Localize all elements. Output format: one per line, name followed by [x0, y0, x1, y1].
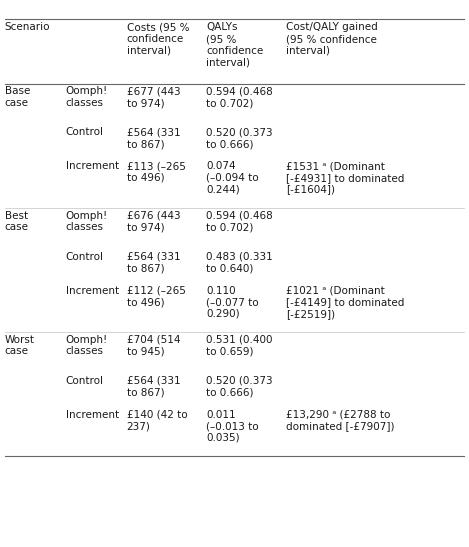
Text: Scenario: Scenario	[5, 22, 50, 32]
Text: Oomph!
classes: Oomph! classes	[66, 86, 108, 108]
Text: £677 (443
to 974): £677 (443 to 974)	[127, 86, 180, 108]
Text: Control: Control	[66, 127, 104, 137]
Text: £564 (331
to 867): £564 (331 to 867)	[127, 127, 180, 149]
Text: 0.074
(–0.094 to
0.244): 0.074 (–0.094 to 0.244)	[206, 161, 259, 195]
Text: 0.594 (0.468
to 0.702): 0.594 (0.468 to 0.702)	[206, 86, 273, 108]
Text: Best
case: Best case	[5, 211, 29, 232]
Text: £1021 ᵃ (Dominant
[-£4149] to dominated
[-£2519]): £1021 ᵃ (Dominant [-£4149] to dominated …	[286, 286, 404, 319]
Text: £13,290 ᵃ (£2788 to
dominated [-£7907]): £13,290 ᵃ (£2788 to dominated [-£7907])	[286, 410, 394, 431]
Text: QALYs
(95 %
confidence
interval): QALYs (95 % confidence interval)	[206, 22, 264, 67]
Text: 0.520 (0.373
to 0.666): 0.520 (0.373 to 0.666)	[206, 127, 273, 149]
Text: £564 (331
to 867): £564 (331 to 867)	[127, 376, 180, 397]
Text: Costs (95 %
confidence
interval): Costs (95 % confidence interval)	[127, 22, 189, 56]
Text: 0.483 (0.331
to 0.640): 0.483 (0.331 to 0.640)	[206, 252, 273, 273]
Text: £564 (331
to 867): £564 (331 to 867)	[127, 252, 180, 273]
Text: Increment: Increment	[66, 410, 119, 420]
Text: Worst
case: Worst case	[5, 335, 35, 356]
Text: £1531 ᵃ (Dominant
[-£4931] to dominated
[-£1604]): £1531 ᵃ (Dominant [-£4931] to dominated …	[286, 161, 404, 195]
Text: 0.520 (0.373
to 0.666): 0.520 (0.373 to 0.666)	[206, 376, 273, 397]
Text: Oomph!
classes: Oomph! classes	[66, 335, 108, 356]
Text: Control: Control	[66, 252, 104, 261]
Text: £113 (–265
to 496): £113 (–265 to 496)	[127, 161, 186, 183]
Text: 0.531 (0.400
to 0.659): 0.531 (0.400 to 0.659)	[206, 335, 273, 356]
Text: Oomph!
classes: Oomph! classes	[66, 211, 108, 232]
Text: 0.011
(–0.013 to
0.035): 0.011 (–0.013 to 0.035)	[206, 410, 259, 443]
Text: £112 (–265
to 496): £112 (–265 to 496)	[127, 286, 186, 307]
Text: Increment: Increment	[66, 286, 119, 295]
Text: £140 (42 to
237): £140 (42 to 237)	[127, 410, 187, 431]
Text: Base
case: Base case	[5, 86, 30, 108]
Text: £704 (514
to 945): £704 (514 to 945)	[127, 335, 180, 356]
Text: 0.594 (0.468
to 0.702): 0.594 (0.468 to 0.702)	[206, 211, 273, 232]
Text: £676 (443
to 974): £676 (443 to 974)	[127, 211, 180, 232]
Text: Cost/QALY gained
(95 % confidence
interval): Cost/QALY gained (95 % confidence interv…	[286, 22, 378, 56]
Text: Increment: Increment	[66, 161, 119, 171]
Text: Control: Control	[66, 376, 104, 386]
Text: 0.110
(–0.077 to
0.290): 0.110 (–0.077 to 0.290)	[206, 286, 259, 319]
